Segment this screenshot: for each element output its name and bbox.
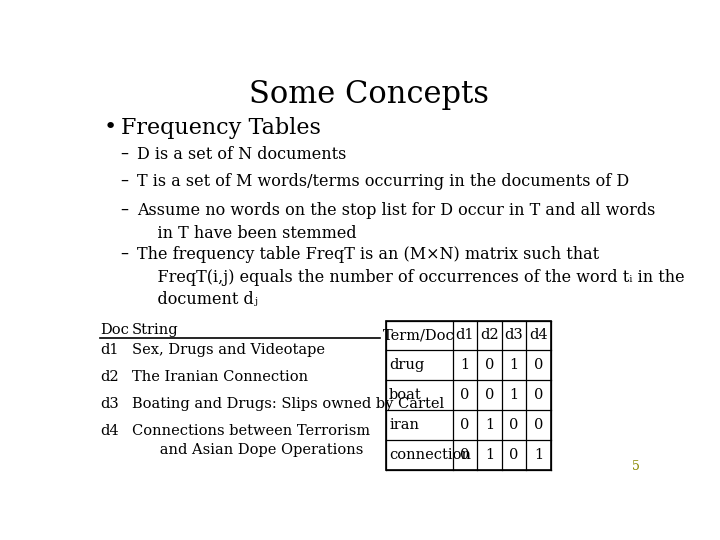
Text: 0: 0 <box>460 418 469 433</box>
Text: d3: d3 <box>100 396 119 410</box>
Text: d4: d4 <box>100 424 119 437</box>
Text: 1: 1 <box>485 448 494 462</box>
Text: d1: d1 <box>100 342 119 356</box>
Text: 1: 1 <box>510 388 518 402</box>
Text: boat: boat <box>389 388 422 402</box>
Text: 0: 0 <box>509 448 519 462</box>
Text: 0: 0 <box>509 418 519 433</box>
Text: –: – <box>121 146 129 161</box>
Text: Boating and Drugs: Slips owned by Cartel: Boating and Drugs: Slips owned by Cartel <box>132 396 444 410</box>
Text: The frequency table FreqT is an (M×N) matrix such that
    FreqT(i,j) equals the: The frequency table FreqT is an (M×N) ma… <box>138 246 685 308</box>
Text: connection: connection <box>389 448 471 462</box>
Text: 0: 0 <box>534 418 544 433</box>
Text: 5: 5 <box>631 460 639 473</box>
Text: d1: d1 <box>456 328 474 342</box>
Text: d2: d2 <box>480 328 499 342</box>
Text: Assume no words on the stop list for D occur in T and all words
    in T have be: Assume no words on the stop list for D o… <box>138 202 656 242</box>
Text: Frequency Tables: Frequency Tables <box>121 117 320 139</box>
Text: 0: 0 <box>460 448 469 462</box>
Bar <box>386 321 551 470</box>
Text: d4: d4 <box>529 328 548 342</box>
Text: 0: 0 <box>534 359 544 373</box>
Text: 0: 0 <box>460 388 469 402</box>
Text: –: – <box>121 202 129 217</box>
Text: String: String <box>132 322 179 336</box>
Text: drug: drug <box>389 359 424 373</box>
Text: •: • <box>104 117 117 137</box>
Text: Sex, Drugs and Videotape: Sex, Drugs and Videotape <box>132 342 325 356</box>
Text: 1: 1 <box>485 418 494 433</box>
Text: D is a set of N documents: D is a set of N documents <box>138 146 347 163</box>
Text: 1: 1 <box>460 359 469 373</box>
Text: 1: 1 <box>510 359 518 373</box>
Text: The Iranian Connection: The Iranian Connection <box>132 369 308 383</box>
Text: T is a set of M words/terms occurring in the documents of D: T is a set of M words/terms occurring in… <box>138 173 629 190</box>
Text: –: – <box>121 173 129 188</box>
Text: d2: d2 <box>100 369 119 383</box>
Text: 0: 0 <box>485 359 494 373</box>
Text: 1: 1 <box>534 448 543 462</box>
Text: Some Concepts: Some Concepts <box>249 79 489 110</box>
Text: 0: 0 <box>534 388 544 402</box>
Text: iran: iran <box>389 418 419 433</box>
Text: Term/Doc: Term/Doc <box>383 328 455 342</box>
Text: Connections between Terrorism
      and Asian Dope Operations: Connections between Terrorism and Asian … <box>132 424 370 457</box>
Text: 0: 0 <box>485 388 494 402</box>
Text: d3: d3 <box>505 328 523 342</box>
Text: Doc: Doc <box>100 322 129 336</box>
Text: –: – <box>121 246 129 261</box>
